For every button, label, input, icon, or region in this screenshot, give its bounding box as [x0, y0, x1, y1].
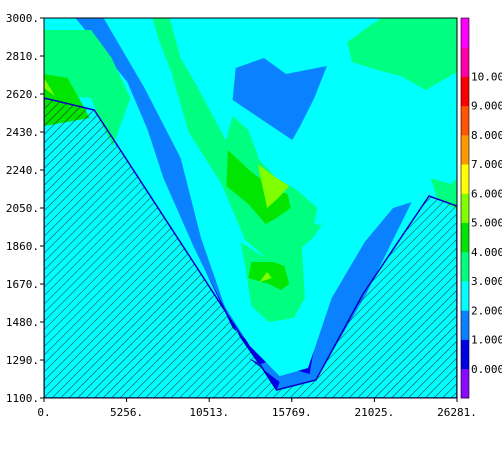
colorbar-label: 9.000: [471, 100, 502, 113]
x-tick-label: 21025.: [355, 406, 395, 419]
x-axis: 0. 5256. 10513. 15769. 21025. 26281.: [37, 398, 477, 419]
colorbar-swatch: [461, 134, 469, 165]
y-tick-label: 2050.: [6, 202, 39, 215]
colorbar-label: 6.000: [471, 187, 502, 200]
contour-region: [347, 18, 457, 90]
colorbar-swatch: [461, 339, 469, 370]
y-tick-label: 1290.: [6, 354, 39, 367]
colorbar-label: 3.000: [471, 275, 502, 288]
colorbar-label: 2.000: [471, 304, 502, 317]
colorbar-label: 4.000: [471, 246, 502, 259]
colorbar-swatch: [461, 193, 469, 223]
colorbar-label: 0.000: [471, 363, 502, 376]
colorbar-swatch: [461, 76, 469, 107]
colorbar-label: 8.000: [471, 129, 502, 142]
y-tick-label: 2430.: [6, 126, 39, 139]
contour-region: [257, 164, 290, 208]
y-tick-label: 1670.: [6, 278, 39, 291]
colorbar-swatch: [461, 47, 469, 77]
colorbar-label: 7.000: [471, 158, 502, 171]
colorbar-swatch: [461, 368, 469, 399]
contour-region: [259, 272, 272, 282]
colorbar-label: 5.000: [471, 217, 502, 230]
y-tick-label: 2620.: [6, 88, 39, 101]
contour-region: [226, 150, 291, 224]
colorbar-swatch: [461, 281, 469, 311]
y-tick-label: 2810.: [6, 50, 39, 63]
colorbar-swatch: [461, 251, 469, 282]
y-tick-label: 1100.: [6, 392, 39, 405]
colorbar-swatch: [461, 222, 469, 253]
x-tick-label: 0.: [37, 406, 50, 419]
contour-region: [44, 78, 55, 96]
contour-region: [430, 178, 457, 210]
colorbar-label: 1.000: [471, 334, 502, 347]
y-tick-label: 3000.: [6, 12, 39, 25]
contour-region: [44, 30, 131, 146]
y-tick-label: 2240.: [6, 164, 39, 177]
y-tick-label: 1860.: [6, 240, 39, 253]
y-tick-label: 1480.: [6, 316, 39, 329]
y-axis: 1100. 1290. 1480. 1670. 1860. 2050. 2240. 2430.…: [6, 12, 44, 405]
colorbar-swatch: [461, 18, 469, 48]
contour-region: [232, 58, 327, 140]
colorbar-swatch: [461, 310, 469, 340]
x-tick-label: 10513.: [189, 406, 229, 419]
plot-area: [44, 18, 457, 398]
colorbar: 0.000 1.000 2.000 3.000 4.000 5.000 6.000 7.000…: [460, 17, 502, 399]
colorbar-label: 10.00: [471, 71, 502, 84]
x-tick-label: 15769.: [272, 406, 312, 419]
colorbar-swatch: [461, 105, 469, 136]
x-tick-label: 26281.: [437, 406, 477, 419]
terrain-hatched-area: [44, 97, 457, 398]
x-tick-label: 5256.: [110, 406, 143, 419]
colorbar-swatch: [461, 164, 469, 194]
colorbar-frame: [460, 17, 470, 399]
